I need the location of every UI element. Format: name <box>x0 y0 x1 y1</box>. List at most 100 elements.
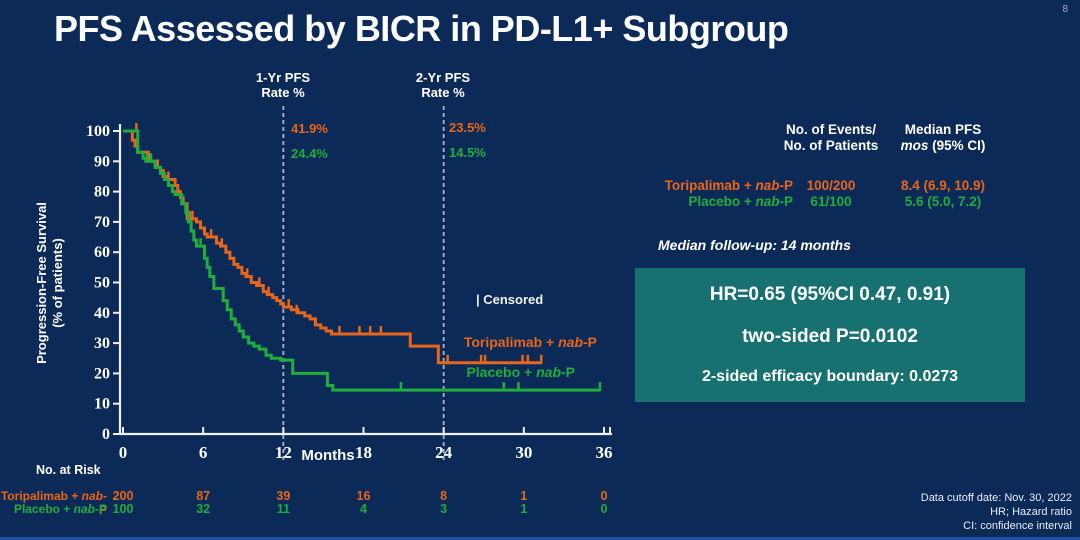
curve-label-placebo: Placebo + nab-P <box>437 364 575 380</box>
footnote-hr: HR; Hazard ratio <box>990 506 1072 518</box>
x-tick-label: 6 <box>199 443 208 462</box>
summary-header-median-line1: Median PFS <box>904 122 982 137</box>
at-risk-title: No. at Risk <box>36 463 101 477</box>
risk-toripalimab-pre: Toripalimab + <box>0 489 82 503</box>
footnote-ci: CI: confidence interval <box>963 520 1072 532</box>
at-risk-value: 100 <box>112 502 134 516</box>
summary-header-events-line1: No. of Events/ <box>785 122 876 137</box>
at-risk-value: 3 <box>440 502 448 516</box>
summary-placebo-nab: nab <box>755 194 780 209</box>
boundary-line: 2-sided efficacy boundary: 0.0273 <box>701 368 959 385</box>
summary-toripalimab-nab: nab <box>755 178 780 193</box>
annotation-2yr-pfs: 2-Yr PFS Rate % <box>383 70 503 100</box>
risk-toripalimab-nab: nab <box>81 489 103 503</box>
bottom-accent-bar <box>0 537 1080 540</box>
hr-line: HR=0.65 (95%CI 0.47, 0.91) <box>709 284 951 305</box>
at-risk-value: 8 <box>440 489 448 503</box>
curve-label-placebo-post: -P <box>561 364 575 380</box>
summary-placebo-median: 5.6 (5.0, 7.2) <box>904 194 982 209</box>
y-axis-title-line1: Progression-Free Survival <box>34 202 49 364</box>
curve-label-placebo-nab: nab <box>536 364 561 380</box>
summary-toripalimab-median: 8.4 (6.9, 10.9) <box>900 178 986 193</box>
y-tick-label: 40 <box>94 305 110 322</box>
summary-row-placebo-label: Placebo + nab-P <box>645 194 793 209</box>
y-tick-label: 30 <box>94 335 110 352</box>
risk-toripalimab-post: -P <box>98 489 107 517</box>
at-risk-value: 200 <box>112 489 134 503</box>
x-tick-label: 18 <box>355 443 372 462</box>
summary-header-median-rest: (95% CI) <box>928 138 986 153</box>
summary-header-events-line2: No. of Patients <box>783 138 879 153</box>
at-risk-value: 1 <box>520 502 528 516</box>
at-risk-value: 0 <box>600 489 608 503</box>
annotation-1yr-line1: 1-Yr PFS <box>255 70 311 85</box>
summary-row-toripalimab-label: Toripalimab + nab-P <box>645 178 793 193</box>
annotation-2yr-line1: 2-Yr PFS <box>415 70 471 85</box>
x-axis-title: Months <box>301 447 355 464</box>
x-tick-label: 30 <box>515 443 532 462</box>
y-tick-label: 10 <box>94 396 110 413</box>
at-risk-value: 87 <box>196 489 211 503</box>
km-curve-toripalimab <box>123 129 542 365</box>
curve-label-toripalimab: Toripalimab + nab-P <box>437 334 597 350</box>
annotation-2yr-line2: Rate % <box>421 85 465 100</box>
summary-header-median-mos: mos <box>900 138 929 153</box>
curve-label-toripalimab-post: -P <box>583 334 597 350</box>
y-axis-title-line2: (% of patients) <box>50 238 65 328</box>
risk-placebo-post: -P <box>95 502 107 516</box>
curve-label-toripalimab-nab: nab <box>558 334 583 350</box>
at-risk-value: 32 <box>196 502 211 516</box>
summary-placebo-pre: Placebo + <box>688 194 756 209</box>
y-tick-label: 70 <box>94 214 110 231</box>
at-risk-label-placebo: Placebo + nab-P <box>0 502 107 516</box>
y-axis-title: Progression-Free Survival (% of patients… <box>34 188 70 378</box>
x-tick-label: 36 <box>596 443 613 462</box>
y-tick-label: 0 <box>102 426 110 443</box>
slide-footnotes: Data cutoff date: Nov. 30, 2022 HR; Haza… <box>790 491 1072 533</box>
summary-header-median-line2: mos (95% CI) <box>870 138 1016 154</box>
y-tick-label: 60 <box>94 244 110 261</box>
curve-label-placebo-pre: Placebo + <box>466 364 537 380</box>
hr-result-box: HR=0.65 (95%CI 0.47, 0.91) two-sided P=0… <box>635 268 1025 402</box>
y-tick-label: 50 <box>94 275 110 292</box>
rate-2yr-toripalimab: 23.5% <box>449 120 486 135</box>
pvalue-line: two-sided P=0.0102 <box>742 326 918 347</box>
footnote-data-cutoff: Data cutoff date: Nov. 30, 2022 <box>920 492 1072 504</box>
x-tick-label: 24 <box>435 443 453 462</box>
x-tick-label: 0 <box>119 443 128 462</box>
summary-toripalimab-pre: Toripalimab + <box>664 178 756 193</box>
risk-placebo-pre: Placebo + <box>13 502 74 516</box>
rate-2yr-placebo: 14.5% <box>449 145 486 160</box>
summary-header-events: No. of Events/ No. of Patients <box>757 122 905 154</box>
at-risk-value: 0 <box>600 502 608 516</box>
summary-placebo-events: 61/100 <box>810 194 852 209</box>
x-tick-label: 12 <box>275 443 292 462</box>
median-followup: Median follow-up: 14 months <box>658 237 851 253</box>
rate-1yr-toripalimab: 41.9% <box>291 121 328 136</box>
at-risk-label-toripalimab: Toripalimab + nab-P <box>0 489 107 517</box>
summary-placebo-post: -P <box>779 194 794 209</box>
annotation-1yr-line2: Rate % <box>261 85 305 100</box>
censored-legend: | Censored <box>476 292 544 307</box>
page-title: PFS Assessed by BICR in PD-L1+ Subgroup <box>54 8 789 49</box>
page-number: 8 <box>1062 4 1068 15</box>
y-tick-label: 80 <box>94 184 110 201</box>
risk-placebo-nab: nab <box>73 502 95 516</box>
at-risk-value: 39 <box>276 489 291 503</box>
summary-header-median: Median PFS mos (95% CI) <box>870 122 1016 154</box>
y-tick-label: 90 <box>94 153 110 170</box>
at-risk-value: 16 <box>356 489 371 503</box>
rate-1yr-placebo: 24.4% <box>291 146 328 161</box>
curve-label-toripalimab-pre: Toripalimab + <box>463 334 559 350</box>
summary-toripalimab-post: -P <box>779 178 794 193</box>
at-risk-value: 11 <box>276 502 290 516</box>
at-risk-value: 1 <box>520 489 528 503</box>
at-risk-value: 4 <box>360 502 367 516</box>
y-tick-label: 100 <box>86 123 110 140</box>
summary-toripalimab-events: 100/200 <box>806 178 856 193</box>
annotation-1yr-pfs: 1-Yr PFS Rate % <box>223 70 343 100</box>
y-tick-label: 20 <box>94 365 110 382</box>
km-curve-placebo <box>123 129 600 392</box>
